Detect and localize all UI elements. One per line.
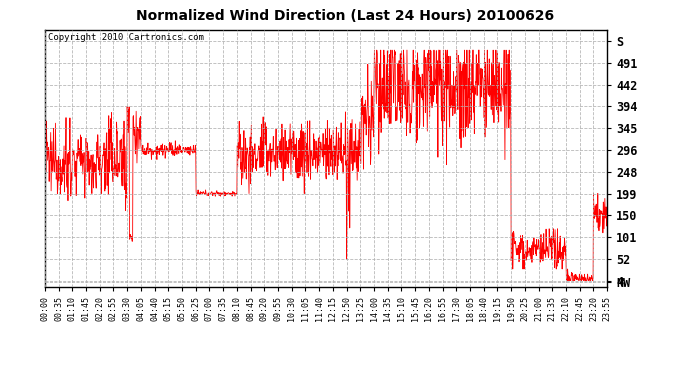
Text: Normalized Wind Direction (Last 24 Hours) 20100626: Normalized Wind Direction (Last 24 Hours… <box>136 9 554 23</box>
Text: Copyright 2010 Cartronics.com: Copyright 2010 Cartronics.com <box>48 33 204 42</box>
